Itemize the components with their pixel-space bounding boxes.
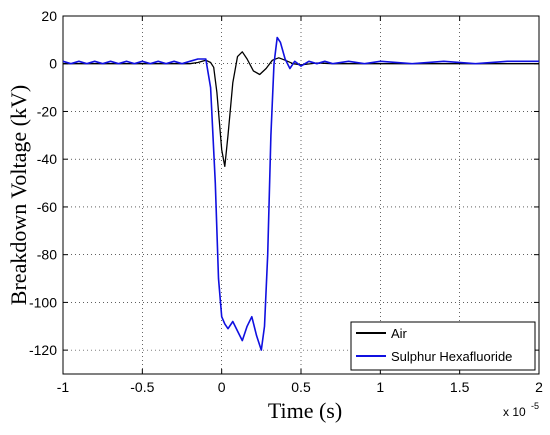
x-tick-label: 2 — [535, 379, 543, 395]
legend: Air Sulphur Hexafluoride — [350, 321, 536, 371]
legend-label-sf6: Sulphur Hexafluoride — [391, 349, 512, 364]
x-exponent-power: -5 — [531, 401, 539, 411]
axis-ticks: -1 -0.5 0 0.5 1 1.5 2 20 0 -20 -40 -60 -80 -100 -120 — [29, 8, 543, 395]
y-tick-label: 0 — [49, 56, 57, 72]
x-tick-label: 1.5 — [450, 379, 470, 395]
y-tick-label: -100 — [29, 294, 57, 310]
y-tick-label: -60 — [37, 199, 57, 215]
y-tick-label: -20 — [37, 103, 57, 119]
y-tick-label: -40 — [37, 151, 57, 167]
x-axis-title: Time (s) — [268, 398, 342, 423]
y-tick-label: 20 — [41, 8, 57, 24]
legend-label-air: Air — [391, 326, 408, 341]
legend-box — [350, 321, 536, 371]
series-line-sulphur-hexafluoride — [62, 36, 539, 351]
x-tick-label: 0 — [218, 379, 226, 395]
x-exponent-label: x 10 — [503, 405, 526, 419]
x-tick-label: -0.5 — [130, 379, 154, 395]
y-axis-title: Breakdown Voltage (kV) — [6, 85, 31, 305]
x-tick-label: 0.5 — [291, 379, 311, 395]
series-layer — [62, 36, 539, 351]
y-tick-label: -80 — [37, 247, 57, 263]
x-tick-label: 1 — [376, 379, 384, 395]
x-tick-label: -1 — [57, 379, 70, 395]
y-tick-label: -120 — [29, 342, 57, 358]
